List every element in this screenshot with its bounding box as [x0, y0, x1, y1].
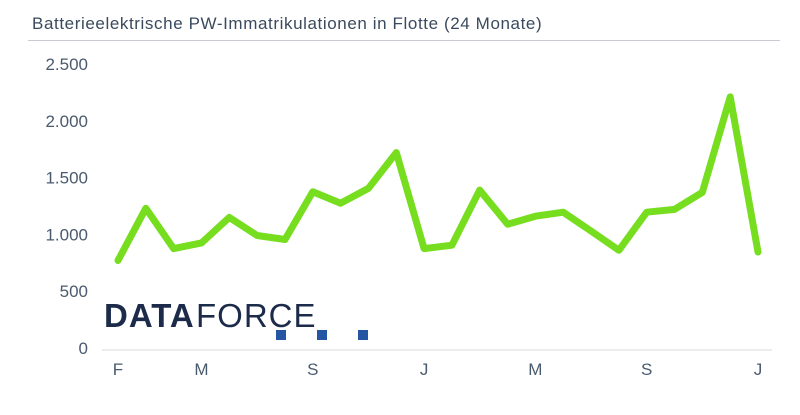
series-line [114, 93, 762, 264]
y-tick-label: 1.500 [45, 169, 88, 188]
series-group [114, 93, 762, 264]
title-divider [28, 40, 780, 41]
y-tick-label: 2.500 [45, 55, 88, 74]
x-tick-label: J [754, 360, 763, 379]
y-tick-label: 1.000 [45, 225, 88, 244]
logo-square-3 [358, 330, 368, 340]
chart-title: Batterieelektrische PW-Immatrikulationen… [32, 14, 543, 33]
y-tick-label: 0 [79, 339, 88, 358]
y-axis: 0 500 1.000 1.500 2.000 2.500 [45, 55, 88, 358]
y-tick-label: 2.000 [45, 112, 88, 131]
y-tick-label: 500 [60, 282, 88, 301]
x-tick-label: S [641, 360, 652, 379]
x-tick-label: J [420, 360, 429, 379]
x-tick-label: S [307, 360, 318, 379]
x-tick-label: F [113, 360, 123, 379]
logo-square-1 [276, 330, 286, 340]
x-tick-label: M [194, 360, 208, 379]
logo-square-2 [317, 330, 327, 340]
logo-text-force: FORCE [196, 297, 317, 334]
x-tick-label: M [528, 360, 542, 379]
dataforce-logo: DATA FORCE [104, 297, 368, 340]
logo-text-data: DATA [104, 297, 195, 334]
